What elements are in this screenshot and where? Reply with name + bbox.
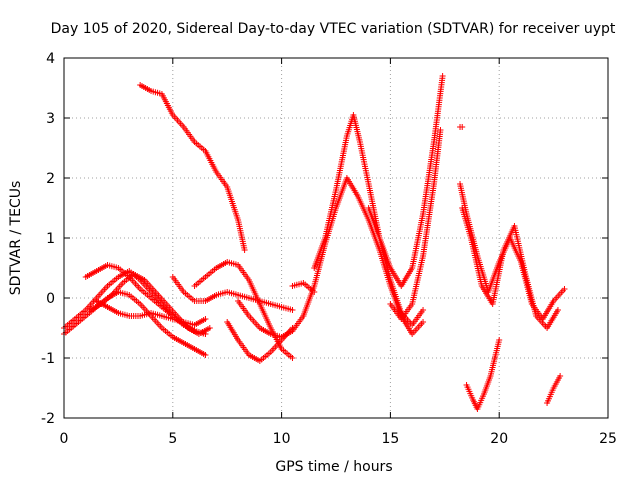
x-tick-label: 25 [599,431,617,447]
axis-ticks: 0 5 10 15 20 25 -2 -1 0 1 2 3 4 [41,51,617,447]
x-tick-label: 20 [490,431,508,447]
data-series [137,82,248,253]
x-axis-label: GPS time / hours [275,459,392,475]
data-marks [61,73,568,412]
data-point [561,286,568,292]
data-point [554,307,561,313]
data-series [457,124,466,130]
data-series [387,127,444,322]
data-series [61,289,209,358]
y-tick-label: 4 [46,51,55,67]
data-series [169,274,296,313]
chart-title: Day 105 of 2020, Sidereal Day-to-day VTE… [51,21,616,37]
data-point [459,124,466,130]
data-series [459,205,561,331]
data-point [289,355,296,361]
x-tick-label: 15 [381,431,399,447]
data-series [544,373,564,406]
y-tick-label: -2 [41,411,55,427]
y-tick-label: 1 [46,231,55,247]
data-point [496,337,503,343]
data-point [557,373,564,379]
data-point [437,127,444,133]
data-point [202,316,209,322]
y-tick-label: 3 [46,111,55,127]
x-tick-label: 5 [168,431,177,447]
data-point [289,307,296,313]
y-tick-label: 2 [46,171,55,187]
data-series [463,337,503,412]
data-point [241,247,248,253]
grid-layer [64,58,608,418]
data-point [202,352,209,358]
x-tick-label: 10 [273,431,291,447]
x-tick-label: 0 [60,431,69,447]
data-point [206,325,213,331]
data-series [224,319,296,364]
y-tick-label: -1 [41,351,55,367]
data-point [439,73,446,79]
data-point [420,319,427,325]
data-series [365,73,446,289]
y-axis-label: SDTVAR / TECUs [8,181,24,296]
data-point [420,307,427,313]
y-tick-label: 0 [46,291,55,307]
data-series [93,298,209,328]
